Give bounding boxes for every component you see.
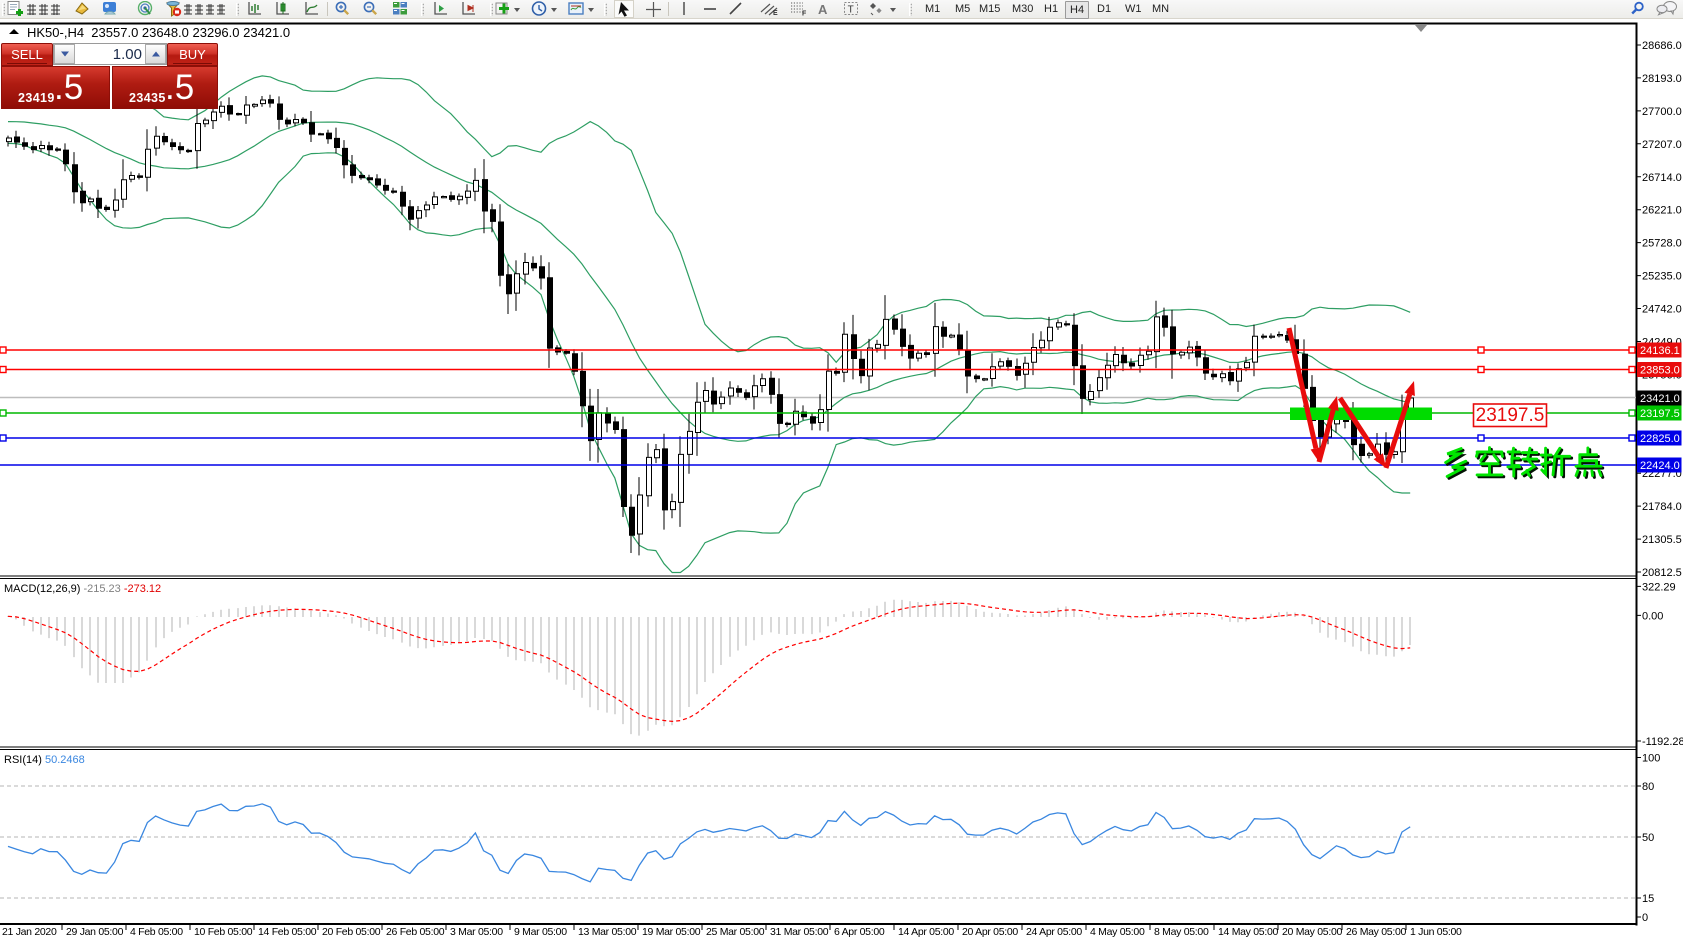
svg-text:23421.0: 23421.0 — [1640, 393, 1680, 405]
svg-text:21784.0: 21784.0 — [1642, 501, 1682, 513]
svg-text:8 May 05:00: 8 May 05:00 — [1154, 926, 1209, 938]
svg-text:1 Jun 05:00: 1 Jun 05:00 — [1410, 926, 1462, 938]
svg-text:50: 50 — [1642, 832, 1654, 844]
svg-text:3 Mar 05:00: 3 Mar 05:00 — [450, 926, 503, 938]
svg-text:28193.0: 28193.0 — [1642, 73, 1682, 85]
svg-text:14 Feb 05:00: 14 Feb 05:00 — [258, 926, 317, 938]
svg-text:24742.0: 24742.0 — [1642, 304, 1682, 316]
svg-text:9 Mar 05:00: 9 Mar 05:00 — [514, 926, 567, 938]
svg-text:29 Jan 05:00: 29 Jan 05:00 — [66, 926, 124, 938]
svg-text:6 Apr 05:00: 6 Apr 05:00 — [834, 926, 885, 938]
svg-text:27207.0: 27207.0 — [1642, 139, 1682, 151]
svg-text:27700.0: 27700.0 — [1642, 106, 1682, 118]
svg-text:31 Mar 05:00: 31 Mar 05:00 — [770, 926, 829, 938]
svg-text:22825.0: 22825.0 — [1640, 433, 1680, 445]
svg-text:HK50-,H4 23557.0 23648.0 2329: HK50-,H4 23557.0 23648.0 23296.0 23421.0 — [27, 25, 290, 40]
svg-text:22424.0: 22424.0 — [1640, 460, 1680, 472]
svg-text:23197.5: 23197.5 — [1476, 405, 1545, 426]
svg-text:0.00: 0.00 — [1642, 610, 1663, 622]
svg-text:24136.1: 24136.1 — [1640, 345, 1680, 357]
svg-text:0: 0 — [1642, 912, 1648, 924]
svg-text:24 Apr 05:00: 24 Apr 05:00 — [1026, 926, 1082, 938]
svg-text:26 May 05:00: 26 May 05:00 — [1346, 926, 1406, 938]
svg-text:20 May 05:00: 20 May 05:00 — [1282, 926, 1342, 938]
svg-text:100: 100 — [1642, 753, 1660, 765]
svg-text:19 Mar 05:00: 19 Mar 05:00 — [642, 926, 701, 938]
svg-text:20812.5: 20812.5 — [1642, 567, 1682, 579]
svg-text:23197.5: 23197.5 — [1640, 408, 1680, 420]
svg-text:322.29: 322.29 — [1642, 581, 1676, 593]
svg-text:26714.0: 26714.0 — [1642, 172, 1682, 184]
svg-text:E: E — [773, 10, 778, 16]
svg-text:RSI(14) 50.2468: RSI(14) 50.2468 — [4, 754, 85, 766]
svg-text:15: 15 — [1642, 893, 1654, 905]
svg-text:28686.0: 28686.0 — [1642, 40, 1682, 52]
svg-text:25235.0: 25235.0 — [1642, 271, 1682, 283]
svg-text:21 Jan 2020: 21 Jan 2020 — [2, 926, 57, 938]
svg-text:4 Feb 05:00: 4 Feb 05:00 — [130, 926, 183, 938]
svg-text:-1192.28: -1192.28 — [1642, 736, 1683, 748]
svg-text:25728.0: 25728.0 — [1642, 238, 1682, 250]
svg-text:13 Mar 05:00: 13 Mar 05:00 — [578, 926, 637, 938]
svg-text:26 Feb 05:00: 26 Feb 05:00 — [386, 926, 445, 938]
svg-text:23853.0: 23853.0 — [1640, 365, 1680, 377]
svg-text:14 May 05:00: 14 May 05:00 — [1218, 926, 1278, 938]
svg-text:20 Apr 05:00: 20 Apr 05:00 — [962, 926, 1018, 938]
svg-text:20 Feb 05:00: 20 Feb 05:00 — [322, 926, 381, 938]
svg-text:25 Mar 05:00: 25 Mar 05:00 — [706, 926, 765, 938]
svg-text:80: 80 — [1642, 781, 1654, 793]
svg-text:T: T — [848, 5, 854, 16]
svg-text:MACD(12,26,9) -215.23 -273.12: MACD(12,26,9) -215.23 -273.12 — [4, 583, 161, 595]
svg-text:10 Feb 05:00: 10 Feb 05:00 — [194, 926, 253, 938]
svg-text:26221.0: 26221.0 — [1642, 205, 1682, 217]
svg-text:14 Apr 05:00: 14 Apr 05:00 — [898, 926, 954, 938]
svg-text:4 May 05:00: 4 May 05:00 — [1090, 926, 1145, 938]
svg-text:21305.5: 21305.5 — [1642, 534, 1682, 546]
svg-text:F: F — [802, 11, 807, 17]
